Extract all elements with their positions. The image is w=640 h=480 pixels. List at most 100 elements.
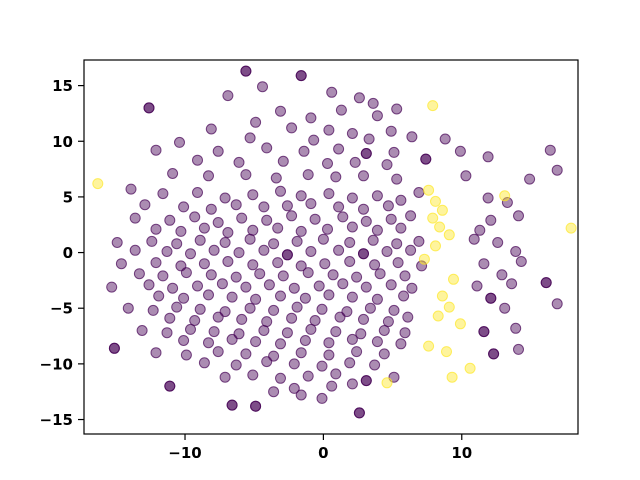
data-point (316, 360, 328, 372)
data-point (250, 336, 262, 348)
data-point (150, 144, 162, 156)
data-point (268, 238, 280, 250)
y-tick-label: −15 (40, 411, 73, 429)
data-point (309, 315, 321, 326)
data-point (358, 203, 369, 215)
data-point (150, 223, 162, 235)
data-point (115, 258, 127, 270)
data-point (254, 268, 266, 280)
data-point (233, 156, 245, 168)
data-point (205, 123, 217, 135)
data-point (333, 143, 345, 155)
data-point (205, 203, 217, 215)
data-point (272, 257, 284, 269)
data-point (174, 136, 185, 148)
y-tick-label: 0 (63, 244, 73, 262)
data-point (185, 323, 196, 335)
data-point (434, 221, 446, 233)
data-point (322, 158, 333, 169)
data-point (212, 346, 224, 358)
data-point (222, 227, 234, 238)
data-point (317, 233, 329, 245)
data-point (427, 212, 439, 224)
data-point (286, 312, 298, 324)
data-point (203, 337, 214, 349)
data-point (335, 104, 347, 116)
data-point (388, 146, 400, 158)
data-point (485, 214, 497, 226)
data-point (485, 292, 497, 304)
data-point (565, 222, 577, 234)
series-cluster-yellow (92, 100, 577, 389)
data-point (161, 246, 173, 257)
data-point (395, 194, 407, 206)
data-point (295, 260, 307, 272)
data-point (178, 292, 190, 304)
data-point (344, 256, 356, 267)
data-point (212, 217, 224, 228)
data-point (330, 326, 342, 338)
data-point (506, 278, 518, 290)
data-point (540, 277, 552, 289)
data-point (346, 291, 358, 303)
data-point (413, 187, 425, 198)
x-tick-label: −10 (168, 444, 201, 462)
data-point (468, 233, 480, 245)
data-point (147, 304, 159, 316)
data-point (381, 246, 393, 257)
y-tick-label: −5 (50, 300, 73, 318)
data-point (464, 362, 476, 374)
data-point (302, 267, 314, 279)
data-point (240, 348, 252, 360)
data-point (219, 192, 231, 204)
data-point (322, 223, 333, 235)
data-point (381, 377, 393, 389)
data-point (374, 268, 386, 280)
data-point (413, 235, 425, 247)
data-point (360, 375, 372, 387)
data-point (326, 380, 338, 392)
data-point (286, 122, 298, 134)
data-point (351, 346, 363, 358)
data-point (313, 280, 325, 292)
data-point (180, 349, 192, 361)
data-point (492, 237, 504, 248)
data-point (399, 327, 411, 339)
data-point (212, 145, 224, 157)
data-point (212, 311, 224, 323)
data-point (353, 92, 365, 104)
data-point (216, 278, 228, 290)
data-point (382, 200, 394, 212)
data-point (226, 291, 238, 303)
data-point (247, 369, 259, 381)
data-point (510, 322, 522, 334)
data-point (194, 303, 206, 315)
data-point (261, 214, 273, 226)
data-point (436, 204, 448, 216)
y-tick-label: 5 (63, 188, 73, 206)
data-point (298, 145, 310, 157)
data-point (385, 213, 397, 225)
data-point (171, 301, 183, 313)
data-point (351, 271, 363, 283)
data-point (203, 289, 214, 301)
data-point (164, 214, 176, 226)
data-point (247, 259, 259, 271)
data-point (367, 234, 379, 246)
data-point (250, 293, 262, 305)
data-point (381, 159, 393, 171)
y-tick-label: 15 (52, 77, 73, 95)
data-point (295, 225, 307, 237)
data-point (448, 273, 459, 285)
data-point (189, 211, 201, 223)
data-point (346, 221, 358, 233)
data-point (230, 271, 242, 283)
data-point (146, 235, 158, 247)
data-point (295, 70, 307, 82)
data-point (406, 282, 418, 294)
data-point (371, 293, 383, 305)
data-point (360, 281, 372, 293)
data-point (515, 256, 527, 267)
data-point (143, 279, 155, 291)
data-point (391, 103, 403, 115)
